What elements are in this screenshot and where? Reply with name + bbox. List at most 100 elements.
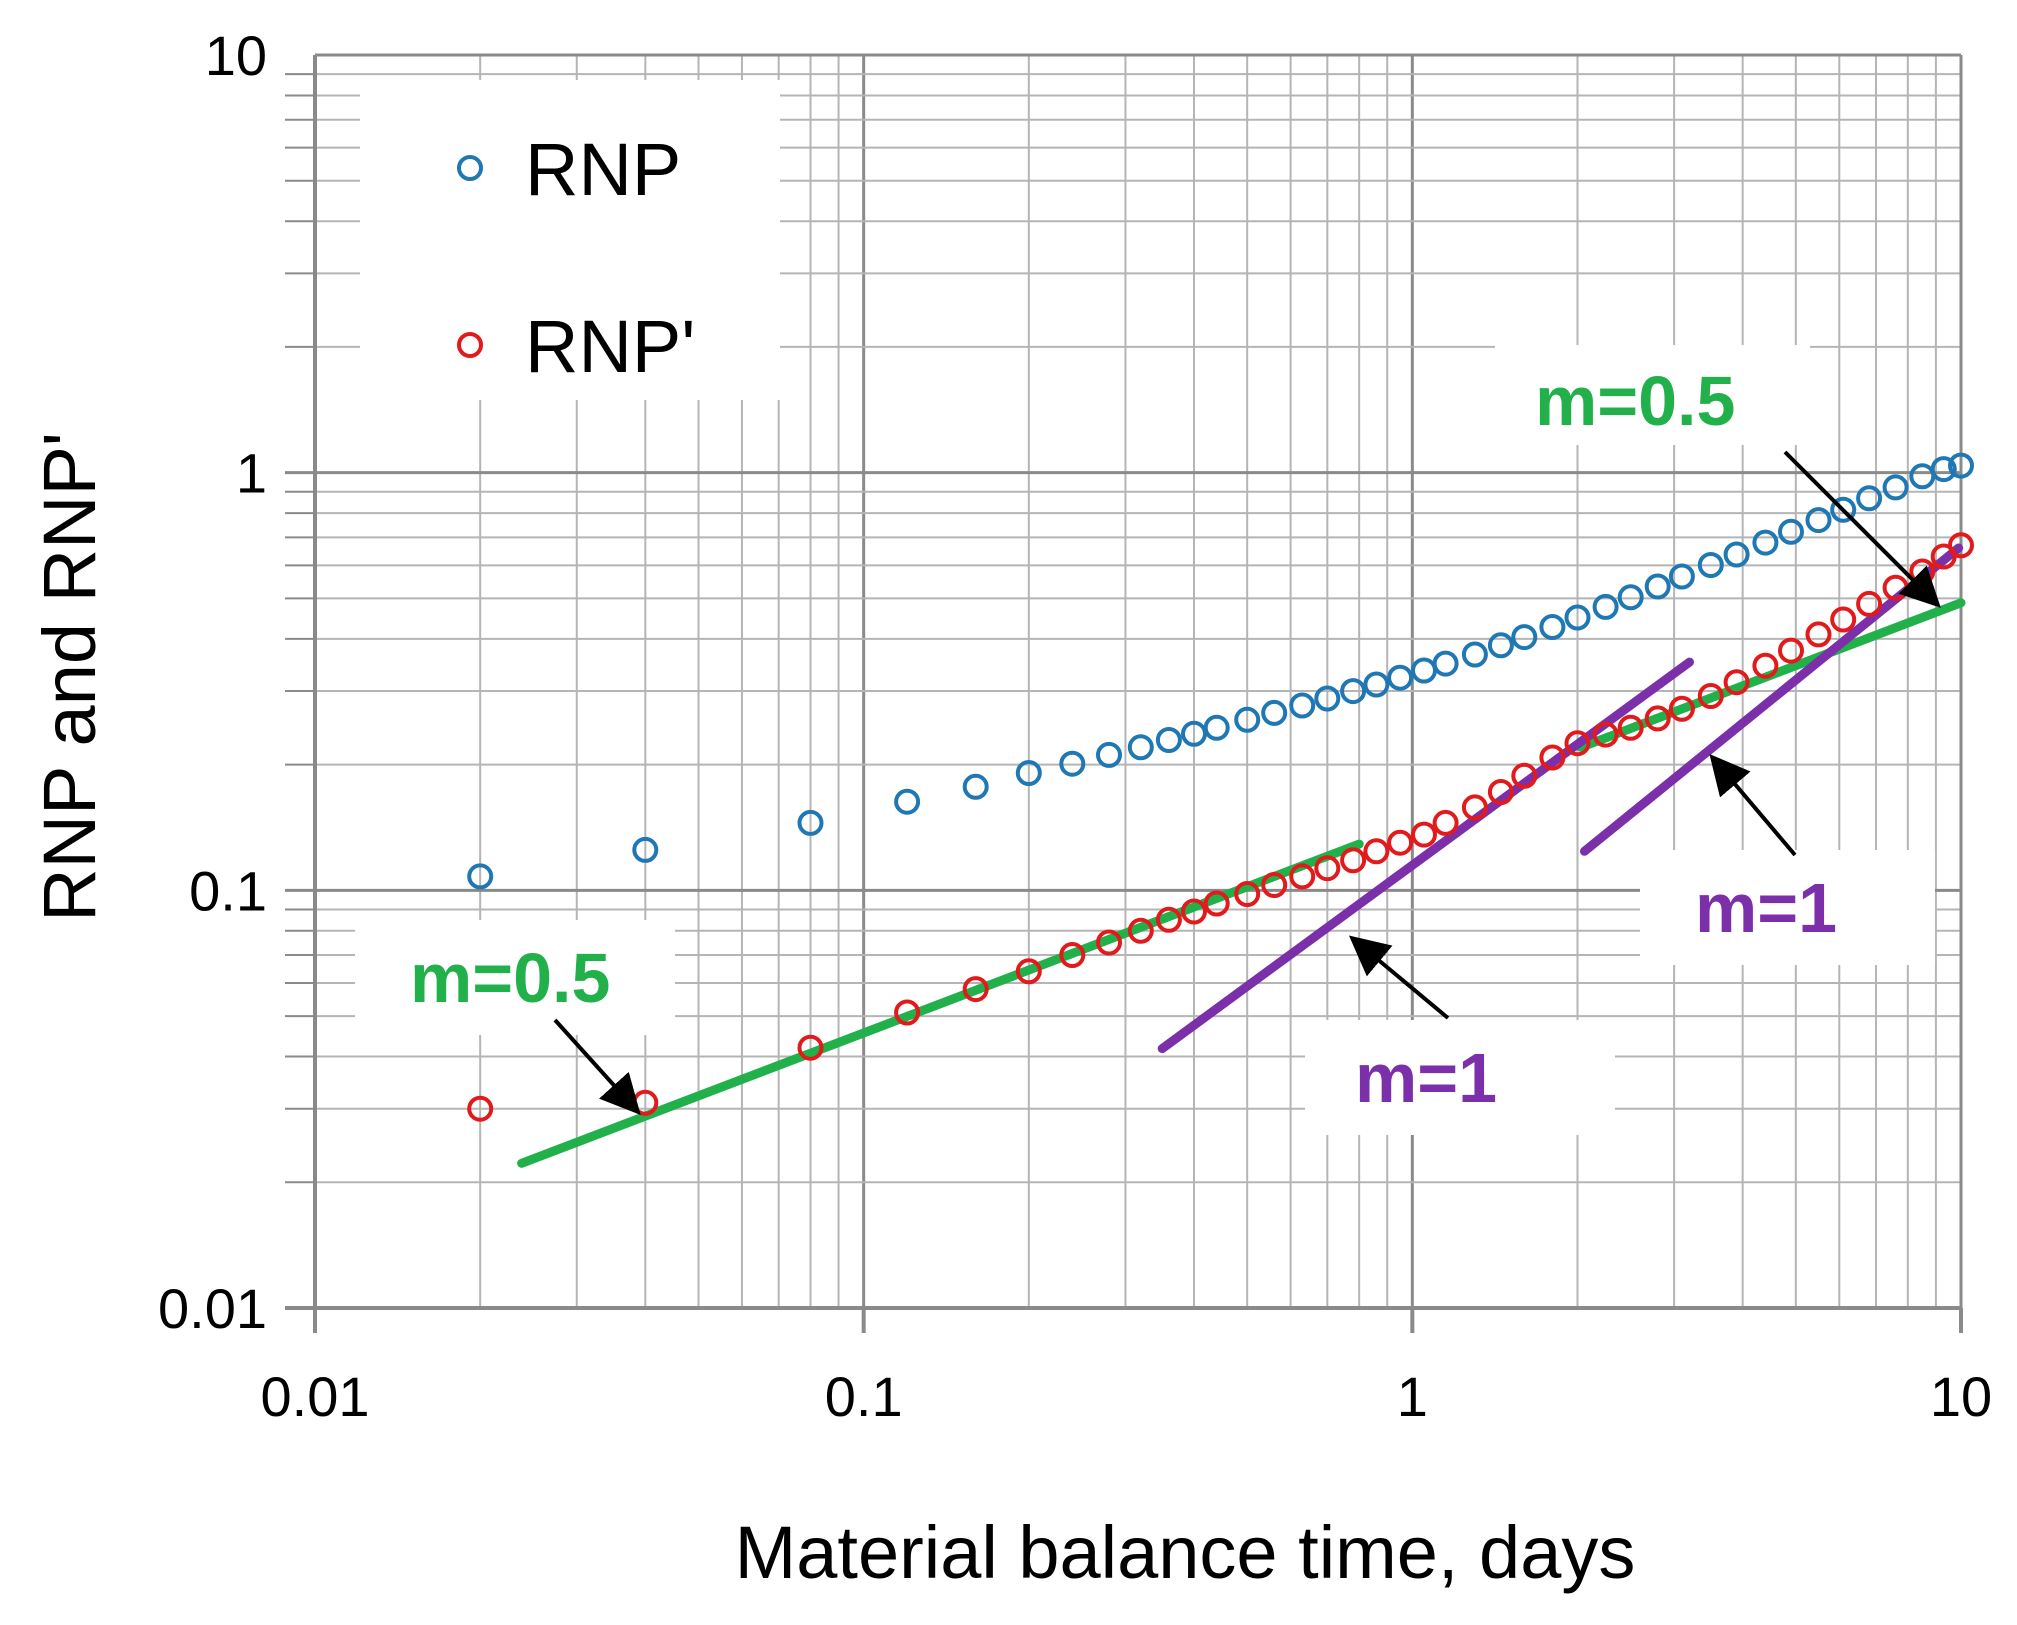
- rnp-prime-point: [1617, 714, 1644, 741]
- anno-m05-late-arrow: [1783, 450, 1941, 608]
- rnp-point: [1127, 734, 1154, 761]
- rnp-prime-point: [1668, 695, 1695, 722]
- rnp-point: [467, 863, 494, 890]
- rnp-prime-point: [962, 976, 989, 1003]
- rnp-prime-point: [1096, 929, 1122, 956]
- rnp-prime-point: [1778, 637, 1804, 664]
- x-tick-label: 0.01: [261, 1365, 370, 1428]
- rnp-prime-point: [1644, 705, 1671, 732]
- rnp-point: [962, 773, 989, 800]
- rnp-point: [632, 836, 659, 863]
- y-tick-label: 1: [236, 442, 267, 505]
- rnp-point: [1203, 714, 1230, 741]
- anno-m1-early-arrow: [1348, 935, 1450, 1020]
- rnp-point: [1882, 474, 1909, 501]
- rnp-point: [1015, 760, 1042, 786]
- fit-line-4: [1157, 657, 1694, 1054]
- rnp-point: [1461, 641, 1488, 668]
- rnp-prime-point: [1805, 621, 1832, 648]
- rnp-point: [1340, 678, 1367, 705]
- anno-m1-late-label: m=1: [1695, 869, 1837, 947]
- rnp-prime-point: [467, 1095, 494, 1122]
- axes: [285, 55, 1963, 1333]
- rnp-point: [1096, 741, 1122, 768]
- y-tick-label: 10: [205, 24, 267, 87]
- rnp-point: [1539, 614, 1566, 640]
- rnp-point: [894, 788, 921, 815]
- legend-rnp-label: RNP: [525, 128, 681, 211]
- rnp-point: [1487, 632, 1514, 659]
- rnp-point: [1387, 664, 1414, 691]
- axis-labels: Material balance time, days RNP and RNP'…: [28, 24, 1992, 1594]
- rnp-prime-point: [1948, 532, 1974, 559]
- rnp-prime-point: [1289, 863, 1316, 890]
- rnp-point: [1511, 624, 1538, 651]
- rnp-point: [1830, 496, 1857, 523]
- rnp-point: [1261, 699, 1288, 726]
- rnp-prime-point: [1461, 794, 1488, 821]
- rnp-point: [1234, 706, 1261, 733]
- rnp-prime-point: [797, 1034, 824, 1061]
- legend-rnp-marker: [457, 155, 483, 181]
- anno-m05-late-label: m=0.5: [1535, 362, 1735, 440]
- rnp-point: [1805, 507, 1832, 534]
- rnp-prime-point: [1234, 881, 1261, 907]
- anno-m05-early-label: m=0.5: [410, 939, 610, 1017]
- rnp-point: [1564, 604, 1591, 631]
- fit-line-2: [517, 839, 1364, 1168]
- rnp-point: [1592, 593, 1619, 620]
- rnp-point: [1432, 650, 1459, 677]
- legend-box: [360, 80, 780, 400]
- legend: RNP RNP': [360, 80, 780, 400]
- anno-box-m05-late: [1495, 345, 1810, 445]
- rnp-prime-point: [1697, 683, 1724, 709]
- rnp-prime-point: [894, 999, 921, 1026]
- rnp-prime-point: [1314, 855, 1341, 882]
- rnp-point: [1697, 552, 1724, 578]
- rnp-prime-point: [1592, 721, 1619, 748]
- rnp-prime-point: [1340, 847, 1367, 874]
- rnp-prime-point: [1564, 730, 1591, 757]
- x-tick-label: 10: [1930, 1365, 1992, 1428]
- data-markers: [467, 452, 1974, 1122]
- rnp-prime-point: [1487, 779, 1514, 805]
- rnp-prime-point: [1363, 838, 1390, 865]
- rnp-point: [1289, 692, 1316, 719]
- rnp-prime-point: [1181, 898, 1207, 925]
- y-tick-label: 0.1: [189, 859, 267, 922]
- x-tick-label: 0.1: [825, 1365, 903, 1428]
- legend-rnp-prime-marker: [457, 332, 483, 358]
- rnp-prime-point: [1411, 821, 1437, 848]
- rnp-point: [1363, 671, 1390, 698]
- y-axis-title: RNP and RNP': [28, 432, 111, 922]
- rnp-point: [1617, 584, 1644, 611]
- rnp-prime-point: [1015, 958, 1042, 985]
- rnp-point: [1059, 750, 1086, 777]
- rnp-prime-point: [1830, 606, 1857, 633]
- rnp-point: [1644, 573, 1671, 600]
- rnp-prime-point: [1752, 652, 1779, 679]
- rnp-point: [1948, 452, 1974, 479]
- rnp-prime-point: [1261, 872, 1288, 898]
- rnp-prime-point: [1203, 890, 1230, 917]
- rnp-point: [1155, 727, 1182, 753]
- anno-m05-early-arrow: [553, 1018, 641, 1115]
- rnp-prime-point: [1723, 669, 1750, 696]
- annotations: m=0.5 m=0.5 m=1 m=1: [355, 345, 1941, 1135]
- rnp-point: [1668, 563, 1695, 590]
- rnp-prime-point: [1155, 906, 1182, 933]
- x-tick-label: 1: [1397, 1365, 1428, 1428]
- rnp-point: [1723, 541, 1750, 568]
- rnp-prime-point: [1127, 917, 1154, 944]
- anno-m1-late-arrow: [1709, 753, 1797, 857]
- rnp-prime-point: [1539, 744, 1566, 771]
- rnp-point: [797, 809, 824, 836]
- rnp-point: [1752, 529, 1779, 556]
- rnp-prime-point: [1059, 942, 1086, 968]
- rnp-point: [1314, 685, 1341, 712]
- anno-m1-early-label: m=1: [1355, 1039, 1497, 1117]
- legend-rnp-prime-label: RNP': [525, 305, 695, 388]
- rnp-prime-point: [1432, 809, 1459, 836]
